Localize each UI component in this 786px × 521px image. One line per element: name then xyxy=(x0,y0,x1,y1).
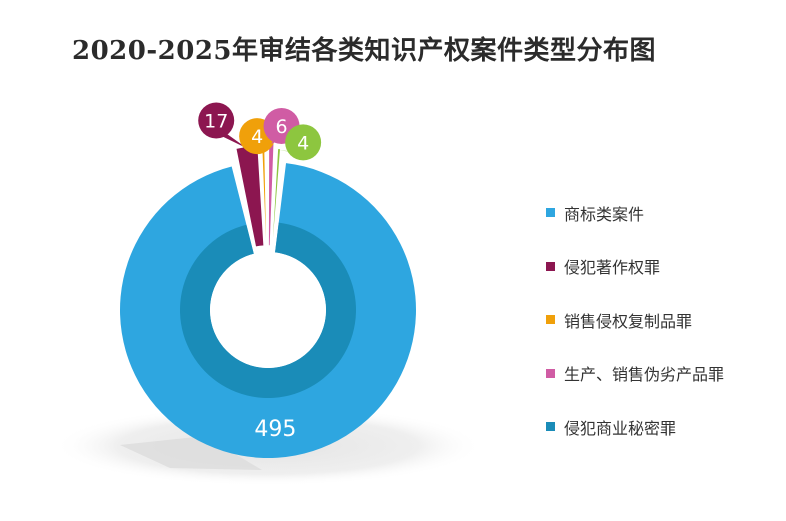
legend-label: 销售侵权复制品罪 xyxy=(564,311,693,331)
legend-label: 生产、销售伪劣产品罪 xyxy=(564,365,725,385)
legend-label: 商标类案件 xyxy=(564,204,645,224)
donut-hole xyxy=(210,252,326,368)
legend-item-0: 商标类案件 xyxy=(546,186,724,240)
chart-shadow-fold xyxy=(120,436,262,470)
data-label-3: 6 xyxy=(275,116,287,138)
label-pointer-1 xyxy=(210,130,248,149)
chart-legend: 商标类案件侵犯著作权罪销售侵权复制品罪生产、销售伪劣产品罪 侵犯商业秘密罪 xyxy=(546,186,724,454)
data-label-5: 4 xyxy=(297,132,309,154)
slice-0 xyxy=(120,163,417,459)
slice-5 xyxy=(270,147,282,248)
legend-swatch xyxy=(546,208,555,218)
inner-ring-0 xyxy=(179,222,356,398)
legend-item-2: 销售侵权复制品罪 xyxy=(546,293,724,347)
legend-item-1: 侵犯著作权罪 xyxy=(546,240,724,294)
legend-label: 侵犯著作权罪 xyxy=(564,258,661,278)
legend-item-3: 生产、销售伪劣产品罪 xyxy=(546,347,724,401)
legend-swatch xyxy=(546,368,555,378)
data-label-1: 17 xyxy=(204,111,228,133)
legend-item-4: 侵犯商业秘密罪 xyxy=(546,400,724,454)
legend-swatch xyxy=(546,315,555,325)
data-label-0: 495 xyxy=(254,417,296,442)
legend-label: 侵犯商业秘密罪 xyxy=(564,418,677,438)
label-bubble-1 xyxy=(198,102,235,139)
data-label-2: 4 xyxy=(251,126,263,148)
legend-swatch xyxy=(546,261,555,271)
legend-swatch xyxy=(546,422,555,432)
chart-title: 2020-2025年审结各类知识产权案件类型分布图 xyxy=(72,36,657,66)
label-bubble-5 xyxy=(285,124,322,161)
